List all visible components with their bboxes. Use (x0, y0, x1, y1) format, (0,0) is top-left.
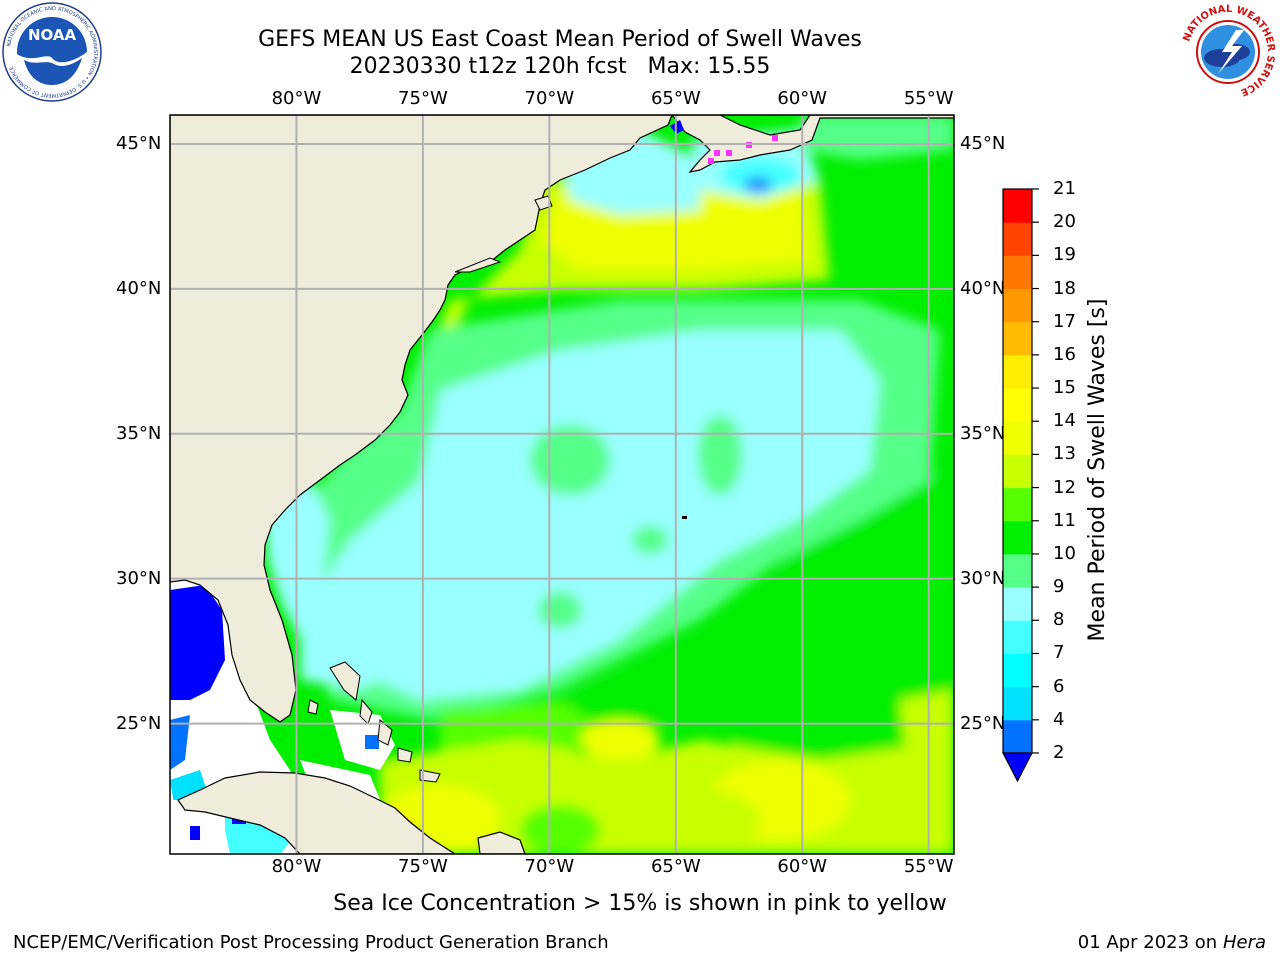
colorbar-label-5: 9 (1053, 576, 1065, 598)
colorbar-label-8: 12 (1053, 476, 1076, 498)
colorbar-box-9 (1003, 421, 1032, 455)
lat-tick-left-4: 45°N (116, 132, 162, 154)
colorbar-label-15: 19 (1053, 244, 1076, 266)
lat-tick-left-0: 25°N (116, 712, 162, 734)
lat-tick-left-1: 30°N (116, 567, 162, 589)
land-cuba (177, 771, 457, 854)
colorbar-label-12: 16 (1053, 343, 1076, 365)
chart-title: GEFS MEAN US East Coast Mean Period of S… (258, 27, 862, 52)
nws-logo: NATIONAL WEATHER SERVICE (1179, 3, 1277, 101)
land-bahamas (307, 661, 441, 783)
colorbar-box-16 (1003, 189, 1032, 223)
lat-tick-right-3: 40°N (960, 277, 1006, 299)
lat-tick-left-2: 35°N (116, 422, 162, 444)
lat-tick-left-3: 40°N (116, 277, 162, 299)
lon-tick-bottom-0: 80°W (271, 856, 322, 877)
colorbar-box-15 (1003, 222, 1032, 256)
sea-ice-markers (670, 120, 778, 164)
colorbar-label-0: 2 (1053, 742, 1065, 763)
colorbar-box-8 (1003, 454, 1032, 489)
colorbar-label-17: 21 (1053, 178, 1076, 199)
lat-tick-right-2: 35°N (960, 422, 1006, 444)
colorbar-box-14 (1003, 255, 1032, 290)
colorbar-label-9: 13 (1053, 443, 1076, 465)
lon-tick-bottom-1: 75°W (398, 856, 448, 877)
colorbar-box-7 (1003, 487, 1032, 522)
land-nova-scotia (671, 115, 954, 173)
colorbar-box-4 (1003, 587, 1032, 621)
lon-tick-top-5: 55°W (903, 88, 954, 109)
colorbar-box-2 (1003, 653, 1032, 688)
colorbar-label-16: 20 (1053, 211, 1076, 233)
colorbar-box-0 (1003, 719, 1032, 754)
colorbar-under-triangle (1002, 752, 1033, 783)
colorbar-label-13: 17 (1053, 310, 1076, 332)
colorbar-box-10 (1003, 388, 1032, 422)
lon-tick-bottom-4: 60°W (777, 856, 828, 877)
colorbar-frame (1002, 188, 1033, 754)
lon-tick-bottom-2: 70°W (524, 856, 575, 877)
credit-host: Hera (1222, 932, 1266, 953)
map-frame (169, 114, 955, 855)
lon-tick-bottom-5: 55°W (903, 856, 954, 877)
colorbar-label-14: 18 (1053, 277, 1076, 299)
sea-ice-note: Sea Ice Concentration > 15% is shown in … (333, 891, 947, 916)
colorbar-label-1: 4 (1053, 708, 1065, 730)
noaa-logo-label: NOAA (28, 26, 77, 44)
colorbar-box-11 (1003, 354, 1032, 389)
colorbar-box-13 (1003, 288, 1032, 323)
lat-tick-right-1: 30°N (960, 567, 1006, 589)
colorbar-label-2: 6 (1053, 675, 1065, 697)
colorbar-label-7: 11 (1053, 509, 1076, 531)
colorbar-box-5 (1003, 553, 1032, 588)
colorbar-label-6: 10 (1053, 542, 1076, 564)
lat-tick-right-4: 45°N (960, 132, 1006, 154)
colorbar-box-6 (1003, 520, 1032, 555)
lat-tick-right-0: 25°N (960, 712, 1006, 734)
lon-tick-top-4: 60°W (777, 88, 828, 109)
noaa-logo: NOAA NATIONAL OCEANIC AND ATMOSPHERIC AD… (2, 2, 102, 102)
lon-tick-top-2: 70°W (524, 88, 575, 109)
colorbar-label-11: 15 (1053, 377, 1076, 399)
colorbar-box-1 (1003, 686, 1032, 721)
lon-tick-top-0: 80°W (271, 88, 322, 109)
lon-tick-top-3: 65°W (650, 88, 701, 109)
credit-left: NCEP/EMC/Verification Post Processing Pr… (13, 932, 609, 953)
colorbar-label-3: 7 (1053, 642, 1065, 664)
colorbar-box-3 (1003, 620, 1032, 654)
lon-tick-bottom-3: 65°W (650, 856, 701, 877)
credit-right: 01 Apr 2023 on Hera (1078, 932, 1266, 954)
land-hispaniola (477, 831, 526, 854)
chart-subtitle: 20230330 t12z 120h fcst Max: 15.55 (349, 54, 771, 79)
colorbar-title: Mean Period of Swell Waves [s] (1085, 298, 1110, 642)
colorbar-box-12 (1003, 321, 1032, 356)
lon-tick-top-1: 75°W (398, 88, 448, 109)
colorbar-label-10: 14 (1053, 410, 1076, 432)
colorbar-label-4: 8 (1053, 609, 1065, 631)
gridlines (170, 115, 954, 854)
credit-date: 01 Apr 2023 on (1077, 932, 1223, 953)
gulf-low-period-area (170, 585, 225, 700)
